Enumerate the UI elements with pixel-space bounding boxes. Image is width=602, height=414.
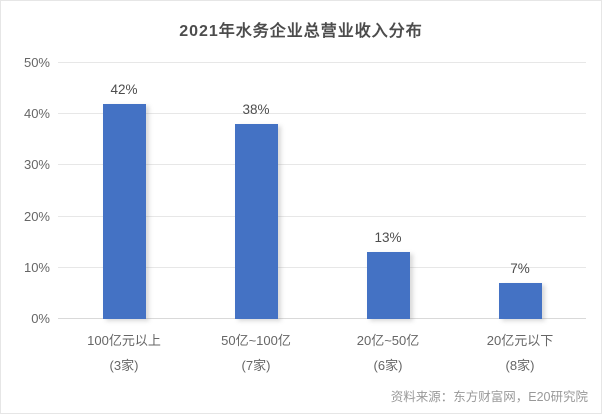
bar [498,283,542,319]
x-category-group: 50亿~100亿 (7家) [190,328,322,378]
bar-value-label: 7% [510,261,530,277]
source-note: 资料来源：东方财富网，E20研究院 [390,390,588,404]
y-tick-label: 50% [23,55,50,70]
gridline [58,164,586,166]
gridline [58,266,586,268]
gridline [58,113,586,115]
x-category-sublabel: (7家) [241,358,271,373]
plot-area: 0% 10% 20% 30% 40% 50% 42% 38% 13% 7% [24,55,586,326]
y-tick-label: 10% [23,259,50,275]
y-tick-label: 20% [23,208,50,224]
x-category-label: 20亿元以下 [486,333,554,348]
gridline [58,215,586,217]
bar-value-label: 42% [110,81,138,97]
bar-value-label: 38% [242,102,270,118]
x-axis-line [58,318,586,319]
x-category-group: 20亿~50亿 (6家) [322,328,454,378]
x-category-sublabel: (8家) [505,358,535,373]
bar [234,124,278,319]
x-axis-labels: 100亿元以上 (3家) 50亿~100亿 (7家) 20亿~50亿 (6家) 20亿元以下… [58,328,586,378]
bar-value-label: 13% [374,230,402,246]
chart-title: 2021年水务企业总营业收入分布 [179,23,423,40]
y-tick-label: 30% [23,157,50,173]
x-category-group: 100亿元以上 (3家) [58,328,190,378]
x-category-sublabel: (3家) [109,358,139,373]
x-category-label: 100亿元以上 [87,333,161,348]
gridline [58,62,586,63]
x-category-sublabel: (6家) [373,358,403,373]
x-category-label: 20亿~50亿 [356,333,420,348]
y-tick-label: 40% [23,106,50,122]
bar [366,252,410,319]
bar [102,103,146,319]
x-category-group: 20亿元以下 (8家) [454,328,586,378]
y-tick-label: 0% [31,311,50,326]
x-category-label: 50亿~100亿 [221,333,291,348]
